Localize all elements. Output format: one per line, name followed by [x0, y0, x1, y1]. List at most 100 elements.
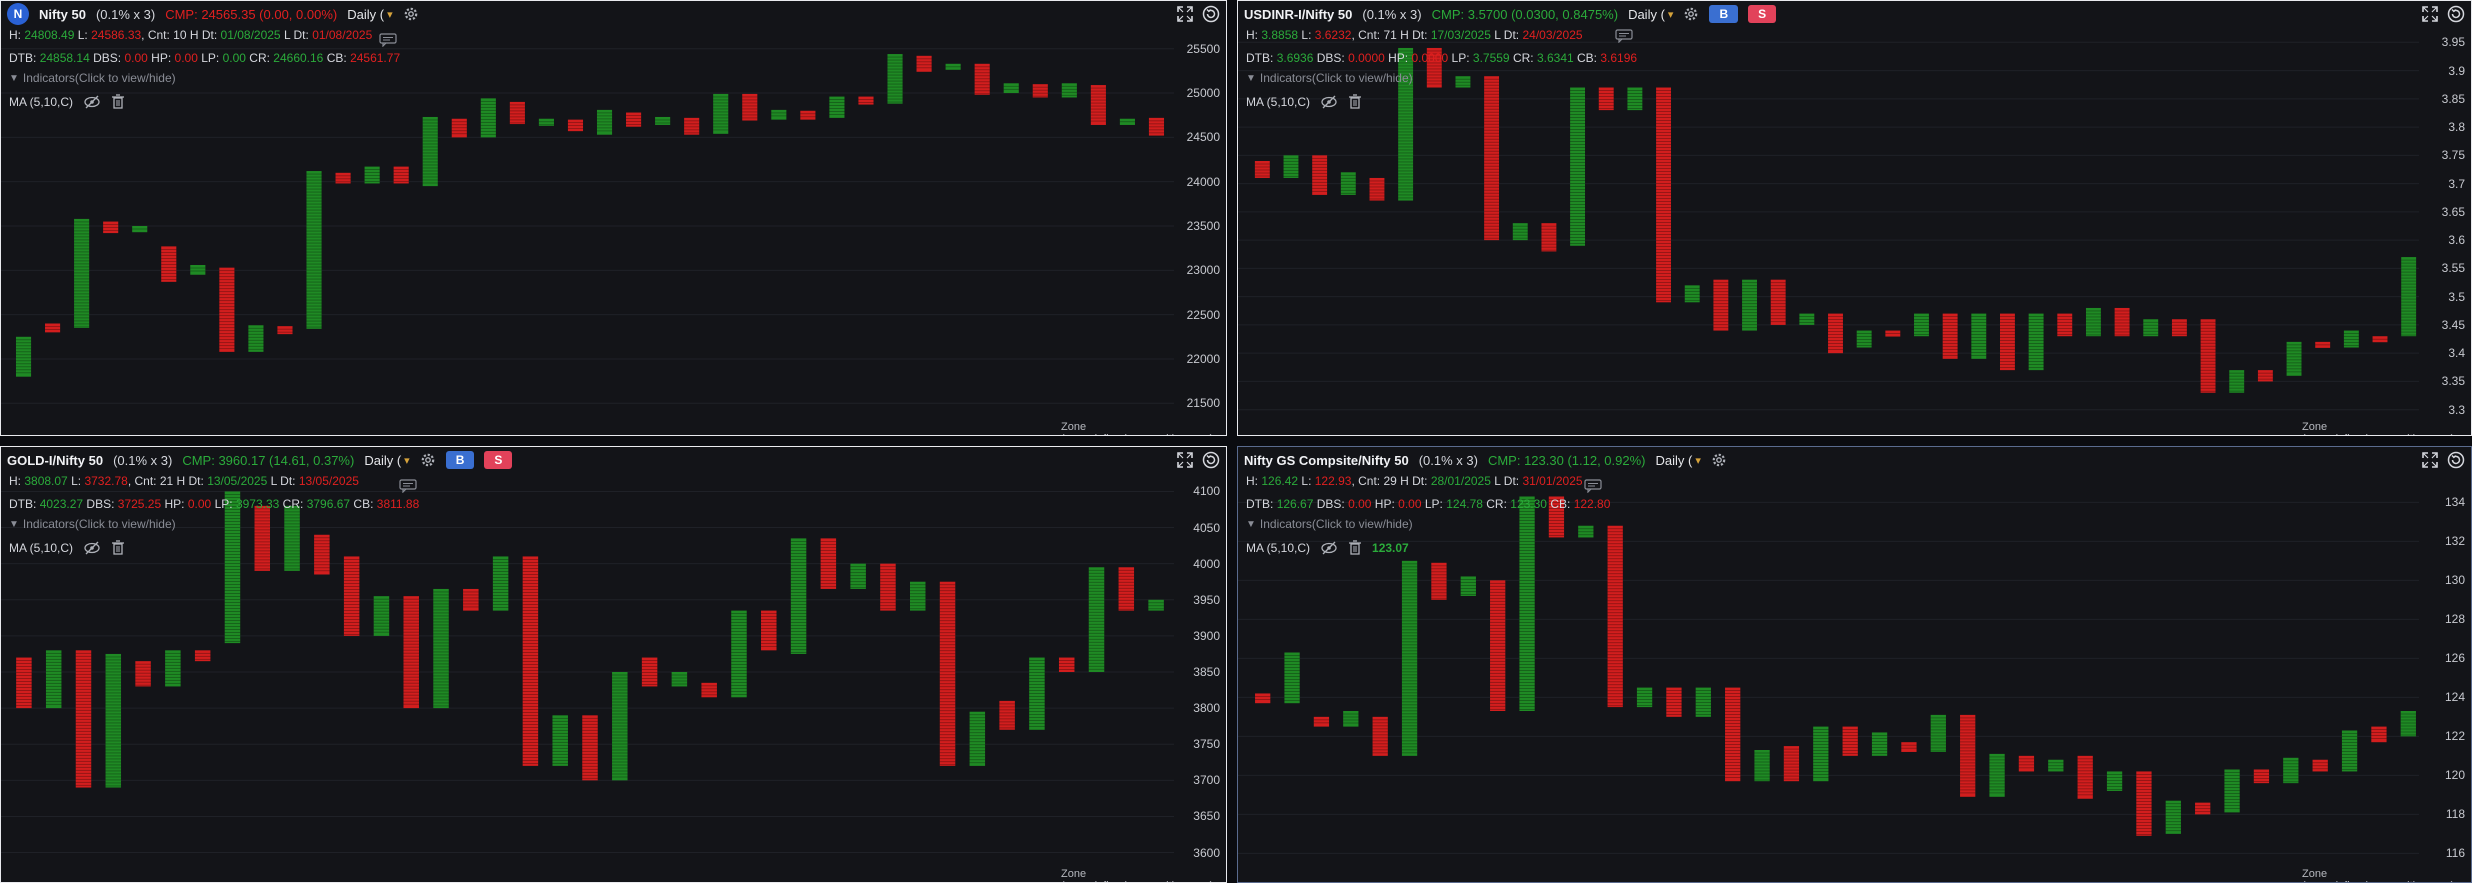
y-tick-label: 4100 [1193, 484, 1220, 499]
plot-area[interactable] [1, 447, 1226, 882]
symbol-name[interactable]: GOLD-I/Nifty 50 [7, 452, 104, 468]
fullscreen-icon[interactable] [1176, 5, 1194, 23]
reset-zoom-icon[interactable] [2447, 5, 2465, 23]
o-column [277, 326, 293, 335]
price-axis[interactable]: 3.95 3.9 3.85 3.8 3.75 3.7 3.65 3.6 3.55 3.5 3.45 3… [2419, 1, 2471, 435]
trash-icon[interactable] [111, 540, 125, 555]
x-column [2400, 711, 2416, 737]
o-column [858, 96, 874, 105]
eye-off-icon[interactable] [83, 541, 101, 555]
chevron-down-icon: ▾ [387, 8, 393, 21]
reset-zoom-icon[interactable] [1202, 5, 1220, 23]
y-tick-label: 3.45 [2441, 317, 2465, 332]
x-column [2341, 730, 2358, 772]
y-tick-label: 4050 [1193, 520, 1220, 535]
timeframe-select[interactable]: Daily (▾ [1655, 453, 1700, 468]
price-axis[interactable]: 134 132 130 128 126 124 122 120 118 116 [2419, 447, 2471, 882]
o-column [916, 55, 932, 72]
o-column [1598, 87, 1614, 111]
y-tick-label: 25000 [1186, 86, 1220, 101]
gear-icon[interactable] [1711, 452, 1727, 468]
timeframe-select[interactable]: Daily (▾ [347, 7, 392, 22]
trash-icon[interactable] [111, 94, 125, 109]
pane-tools [1176, 5, 1220, 23]
o-column [1032, 84, 1048, 98]
plot-area[interactable] [1238, 1, 2471, 435]
x-column [671, 672, 688, 687]
fullscreen-icon[interactable] [2421, 5, 2439, 23]
x-column [492, 556, 509, 611]
x-column [433, 588, 449, 709]
o-column [701, 682, 717, 698]
fullscreen-icon[interactable] [1176, 451, 1194, 469]
indicators-toggle[interactable]: ▼ Indicators(Click to view/hide) [1246, 71, 1413, 85]
cb-label: CB: [1577, 51, 1598, 65]
ma-label: MA (5,10,C) [1246, 540, 1311, 555]
x-column [1684, 285, 1700, 303]
comment-icon[interactable] [399, 479, 417, 493]
l-date: 24/03/2025 [1522, 28, 1583, 42]
trash-icon[interactable] [1348, 94, 1362, 109]
triangle-down-icon: ▼ [1246, 518, 1256, 530]
indicators-toggle[interactable]: ▼ Indicators(Click to view/hide) [9, 517, 176, 531]
cr-label: CR: [1486, 497, 1507, 511]
chart-pane-nifty50[interactable]: N Nifty 50 (0.1% x 3) CMP: 24565.35 (0.0… [0, 0, 1227, 436]
eye-off-icon[interactable] [83, 95, 101, 109]
o-column [219, 267, 235, 352]
price-axis[interactable]: 4100 4050 4000 3950 3900 3850 3800 3750 3700 3650… [1174, 447, 1226, 882]
chart-pane-gold[interactable]: GOLD-I/Nifty 50 (0.1% x 3) CMP: 3960.17 … [0, 446, 1227, 883]
plot-area[interactable] [1238, 447, 2471, 882]
gear-icon[interactable] [1683, 6, 1699, 22]
gear-icon[interactable] [420, 452, 436, 468]
x-column [2343, 330, 2359, 348]
timeframe-select[interactable]: Daily (▾ [364, 453, 409, 468]
reset-zoom-icon[interactable] [2447, 451, 2465, 469]
h-label: H: [1246, 474, 1258, 488]
x-column [2106, 771, 2123, 791]
l-value: 3.6232 [1314, 28, 1352, 42]
indicators-label: Indicators(Click to view/hide) [22, 71, 176, 85]
eye-off-icon[interactable] [1320, 95, 1338, 109]
symbol-name[interactable]: USDINR-I/Nifty 50 [1244, 6, 1353, 22]
symbol-name[interactable]: Nifty GS Compsite/Nifty 50 [1244, 452, 1409, 468]
comment-icon[interactable] [1615, 29, 1633, 43]
x-column [364, 166, 380, 184]
symbol-name[interactable]: Nifty 50 [39, 6, 86, 22]
buy-button[interactable]: B [445, 451, 475, 469]
indicators-toggle[interactable]: ▼ Indicators(Click to view/hide) [9, 71, 176, 85]
o-column [463, 588, 479, 611]
x-column [1283, 155, 1299, 178]
chart-header: N Nifty 50 (0.1% x 3) CMP: 24565.35 (0.0… [7, 3, 419, 25]
x-column [1398, 47, 1414, 201]
cr-value: 123.30 [1510, 497, 1547, 511]
sell-button[interactable]: S [484, 451, 513, 469]
y-tick-label: 24000 [1186, 174, 1220, 189]
indicators-toggle[interactable]: ▼ Indicators(Click to view/hide) [1246, 517, 1413, 531]
price-axis[interactable]: 25500 25000 24500 24000 23500 23000 22500 22000… [1174, 1, 1226, 435]
buy-button[interactable]: B [1709, 5, 1739, 23]
y-tick-label: 116 [2445, 846, 2465, 861]
o-column [2136, 771, 2152, 836]
x-column [165, 650, 181, 687]
levels-info-line: DTB: 4023.27 DBS: 3725.25 HP: 0.00 LP: 3… [9, 497, 419, 511]
timeframe-select[interactable]: Daily (▾ [1628, 7, 1673, 22]
sell-button[interactable]: S [1748, 5, 1777, 23]
y-tick-label: 128 [2444, 612, 2465, 627]
chart-pane-usdinr[interactable]: USDINR-I/Nifty 50 (0.1% x 3) CMP: 3.5700… [1237, 0, 2472, 436]
plot-area[interactable] [1, 1, 1226, 435]
count-label: , Cnt: 29 H Dt: [1351, 474, 1428, 488]
comment-icon[interactable] [379, 33, 397, 47]
comment-icon[interactable] [1584, 479, 1602, 493]
ma-indicator-row: MA (5,10,C) 123.07 [1246, 540, 1409, 555]
eye-off-icon[interactable] [1320, 541, 1338, 555]
x-column [1636, 687, 1653, 708]
fullscreen-icon[interactable] [2421, 451, 2439, 469]
reset-zoom-icon[interactable] [1202, 451, 1220, 469]
gear-icon[interactable] [403, 6, 419, 22]
trash-icon[interactable] [1348, 540, 1362, 555]
o-column [2257, 370, 2273, 382]
chart-pane-gs-composite[interactable]: Nifty GS Compsite/Nifty 50 (0.1% x 3) CM… [1237, 446, 2472, 883]
x-column [1742, 279, 1757, 331]
o-column [999, 700, 1015, 730]
cr-label: CR: [1512, 51, 1534, 65]
